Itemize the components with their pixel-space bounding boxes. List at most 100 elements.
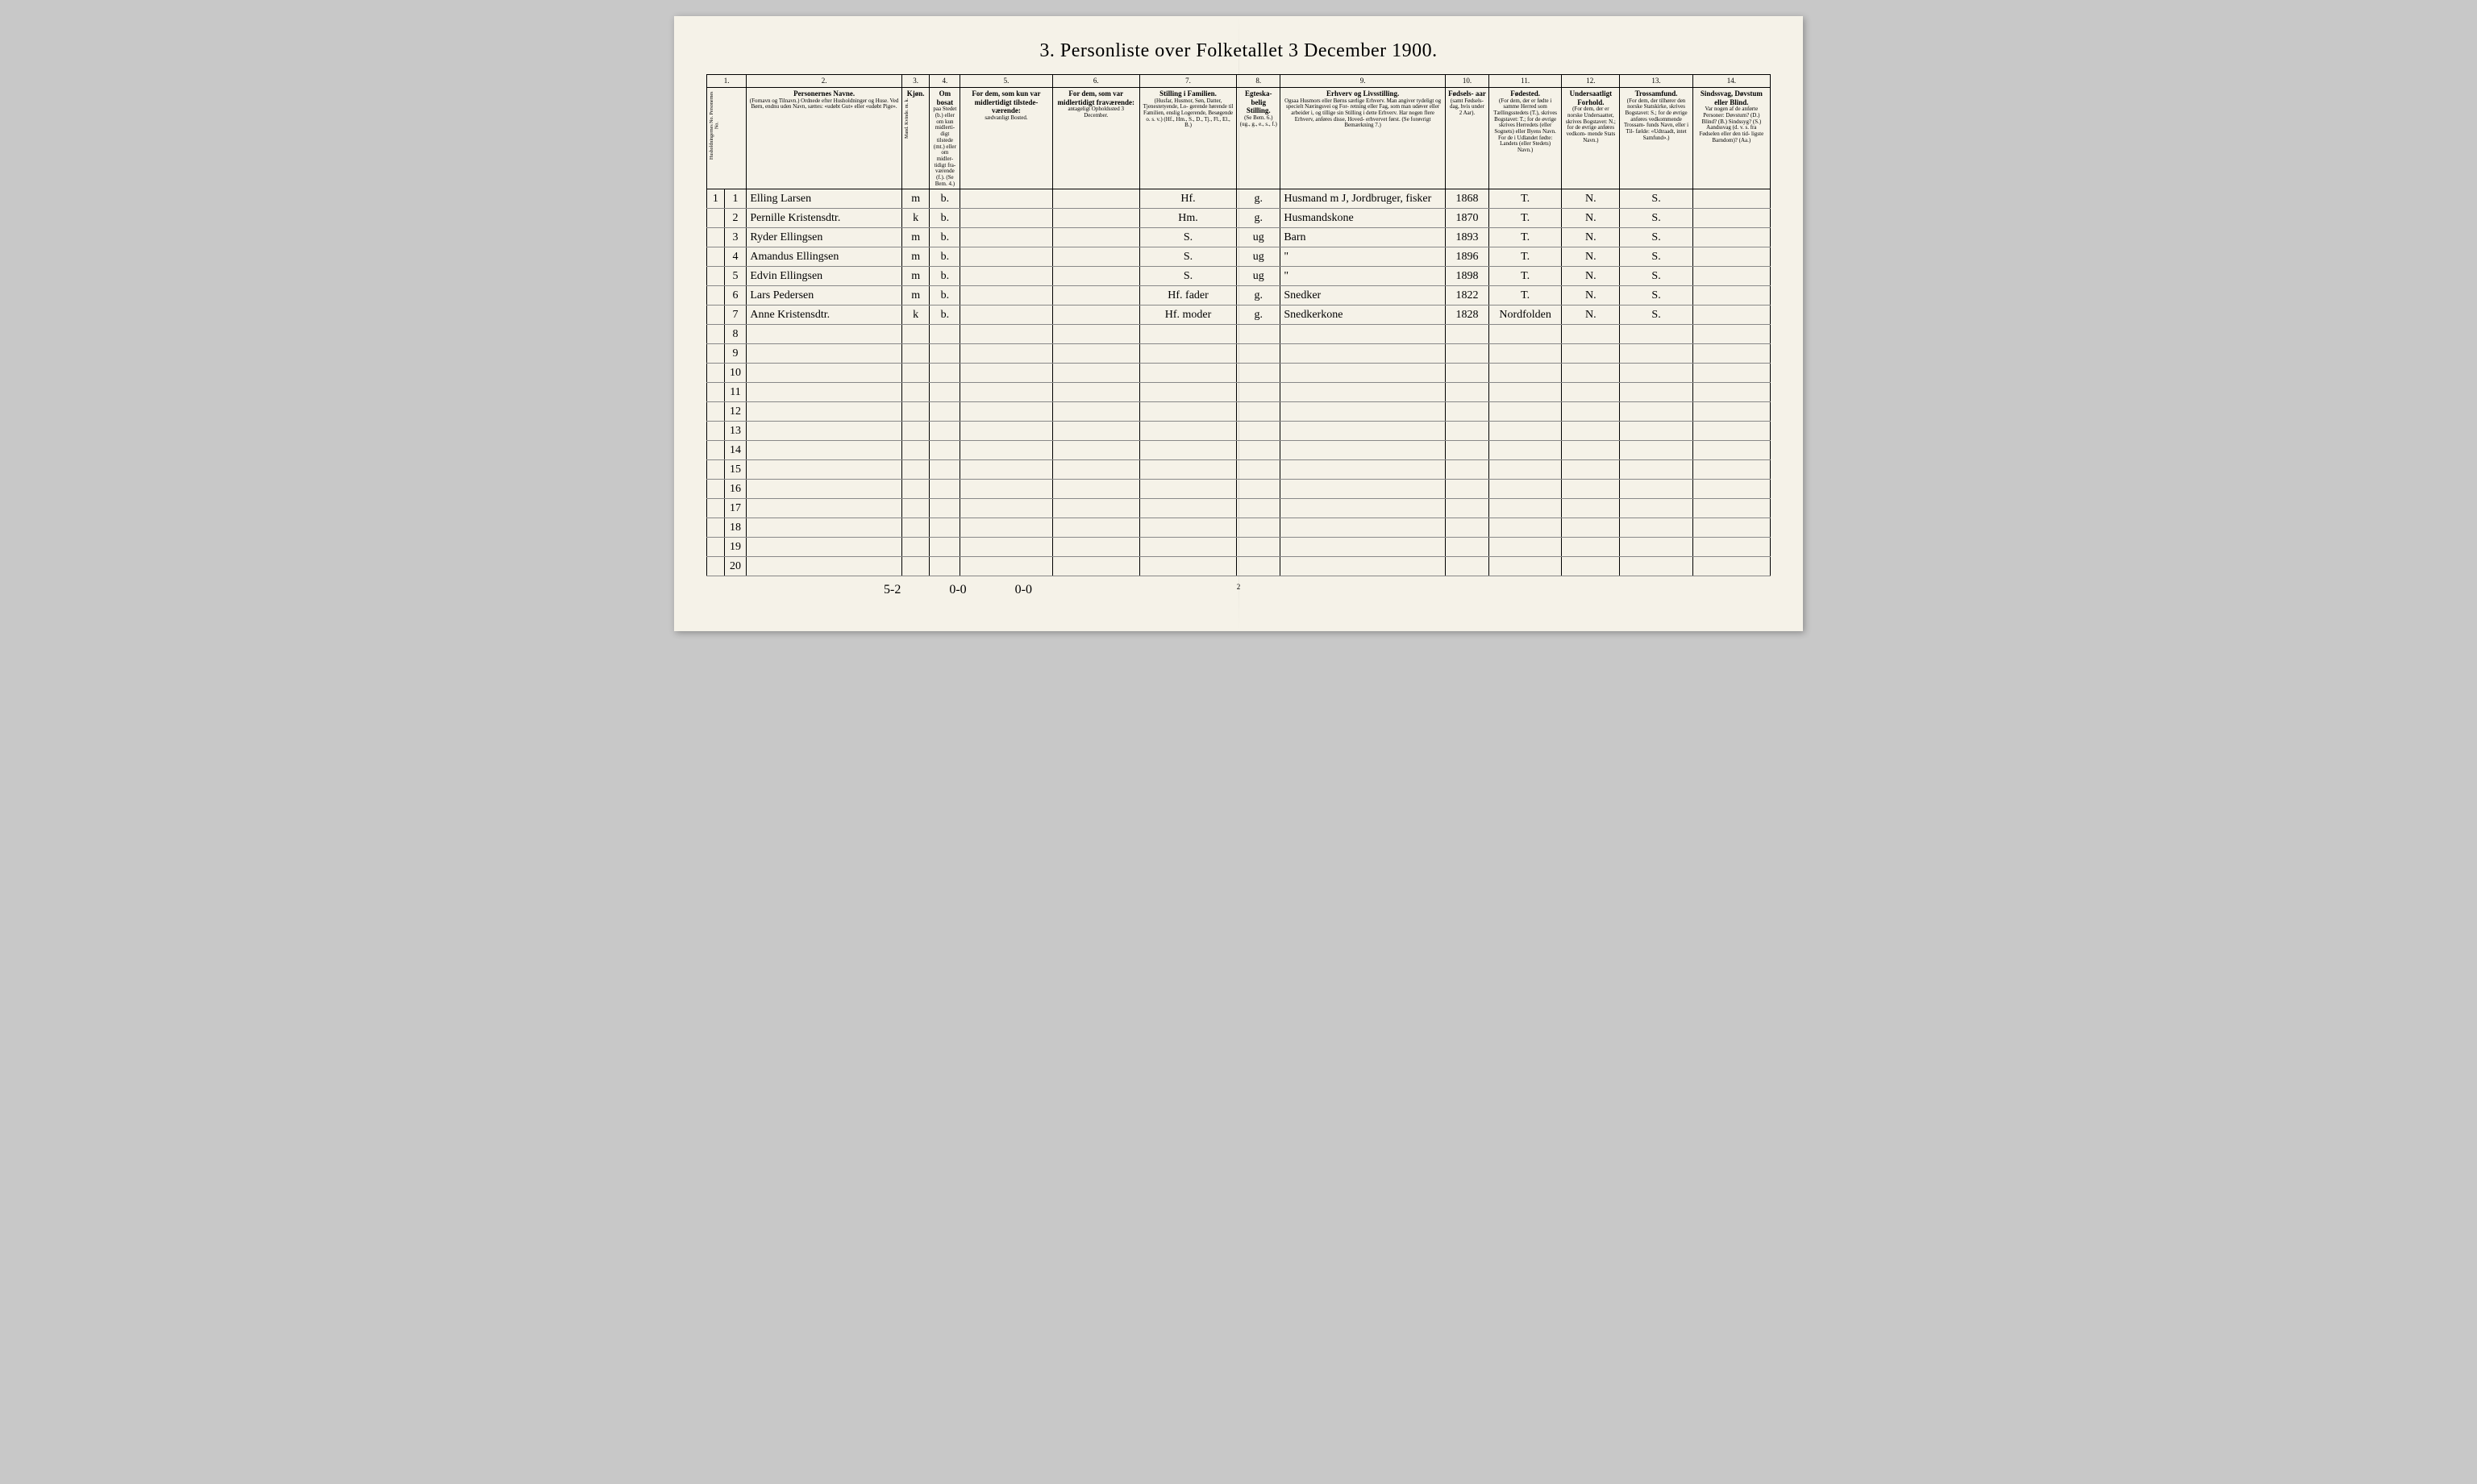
household-number (707, 422, 725, 441)
col-num-1: 1. (707, 75, 747, 88)
person-number: 7 (724, 306, 747, 325)
person-name: Edvin Ellingsen (747, 267, 902, 286)
birth-year: 1898 (1445, 267, 1488, 286)
disability (1692, 209, 1770, 228)
birthplace: Nordfolden (1489, 306, 1562, 325)
resident-status: b. (930, 228, 960, 247)
family-position: Hm. (1139, 209, 1236, 228)
table-row-empty: 12 (707, 402, 1771, 422)
resident-status: b. (930, 286, 960, 306)
table-row-empty: 9 (707, 344, 1771, 364)
col-num-10: 10. (1445, 75, 1488, 88)
citizenship: N. (1562, 189, 1620, 209)
marital-status: ug (1237, 228, 1280, 247)
table-row: 3 Ryder Ellingsen m b. S. ug Barn 1893 T… (707, 228, 1771, 247)
temp-present-residence (960, 189, 1052, 209)
person-number: 14 (724, 441, 747, 460)
resident-status: b. (930, 247, 960, 267)
marital-status: g. (1237, 306, 1280, 325)
temp-absent-location (1052, 228, 1139, 247)
person-number: 12 (724, 402, 747, 422)
sex: m (901, 267, 930, 286)
header-col9: Erhverv og Livsstilling. Ogsaa Husmors e… (1280, 87, 1446, 189)
household-number (707, 247, 725, 267)
temp-present-residence (960, 247, 1052, 267)
household-number (707, 306, 725, 325)
disability (1692, 247, 1770, 267)
header-col6: For dem, som var midlertidigt fraværende… (1052, 87, 1139, 189)
table-body: 1 1 Elling Larsen m b. Hf. g. Husmand m … (707, 189, 1771, 576)
household-number (707, 499, 725, 518)
header-col11: Fødested. (For dem, der er fødte i samme… (1489, 87, 1562, 189)
household-number (707, 538, 725, 557)
religion: S. (1620, 209, 1692, 228)
census-page: 3. Personliste over Folketallet 3 Decemb… (674, 16, 1803, 631)
occupation: Barn (1280, 228, 1446, 247)
religion: S. (1620, 189, 1692, 209)
col-num-8: 8. (1237, 75, 1280, 88)
resident-status: b. (930, 306, 960, 325)
header-col4: Om bosat paa Stedet (b.) eller om kun mi… (930, 87, 960, 189)
resident-status: b. (930, 209, 960, 228)
person-number: 18 (724, 518, 747, 538)
temp-absent-location (1052, 247, 1139, 267)
religion: S. (1620, 267, 1692, 286)
person-number: 3 (724, 228, 747, 247)
family-position: S. (1139, 247, 1236, 267)
resident-status: b. (930, 189, 960, 209)
temp-present-residence (960, 228, 1052, 247)
birthplace: T. (1489, 247, 1562, 267)
header-col12: Undersaatligt Forhold. (For dem, der er … (1562, 87, 1620, 189)
table-row-empty: 18 (707, 518, 1771, 538)
table-row-empty: 13 (707, 422, 1771, 441)
household-number: 1 (707, 189, 725, 209)
sex: m (901, 286, 930, 306)
birth-year: 1896 (1445, 247, 1488, 267)
citizenship: N. (1562, 247, 1620, 267)
person-name: Pernille Kristensdtr. (747, 209, 902, 228)
person-name: Ryder Ellingsen (747, 228, 902, 247)
household-number (707, 441, 725, 460)
person-number: 10 (724, 364, 747, 383)
occupation: " (1280, 247, 1446, 267)
bottom-note-3: 0-0 (1015, 583, 1032, 597)
person-number: 4 (724, 247, 747, 267)
household-number (707, 383, 725, 402)
col-num-5: 5. (960, 75, 1052, 88)
disability (1692, 228, 1770, 247)
birthplace: T. (1489, 228, 1562, 247)
table-row-empty: 17 (707, 499, 1771, 518)
person-number: 6 (724, 286, 747, 306)
occupation: Husmandskone (1280, 209, 1446, 228)
birth-year: 1828 (1445, 306, 1488, 325)
household-number (707, 557, 725, 576)
citizenship: N. (1562, 286, 1620, 306)
person-number: 9 (724, 344, 747, 364)
page-title: 3. Personliste over Folketallet 3 Decemb… (706, 40, 1771, 62)
header-row: Husholdningernes No. Personernes No. Per… (707, 87, 1771, 189)
person-number: 11 (724, 383, 747, 402)
person-number: 2 (724, 209, 747, 228)
marital-status: g. (1237, 189, 1280, 209)
household-number (707, 518, 725, 538)
marital-status: g. (1237, 286, 1280, 306)
household-number (707, 267, 725, 286)
household-number (707, 228, 725, 247)
census-table: 1. 2. 3. 4. 5. 6. 7. 8. 9. 10. 11. 12. 1… (706, 74, 1771, 576)
birth-year: 1822 (1445, 286, 1488, 306)
temp-present-residence (960, 286, 1052, 306)
column-number-row: 1. 2. 3. 4. 5. 6. 7. 8. 9. 10. 11. 12. 1… (707, 75, 1771, 88)
sex: m (901, 189, 930, 209)
religion: S. (1620, 247, 1692, 267)
person-name: Lars Pedersen (747, 286, 902, 306)
temp-present-residence (960, 306, 1052, 325)
household-number (707, 344, 725, 364)
disability (1692, 286, 1770, 306)
sex: m (901, 247, 930, 267)
person-number: 19 (724, 538, 747, 557)
citizenship: N. (1562, 209, 1620, 228)
col-num-6: 6. (1052, 75, 1139, 88)
col-num-3: 3. (901, 75, 930, 88)
household-number (707, 209, 725, 228)
sex: k (901, 209, 930, 228)
